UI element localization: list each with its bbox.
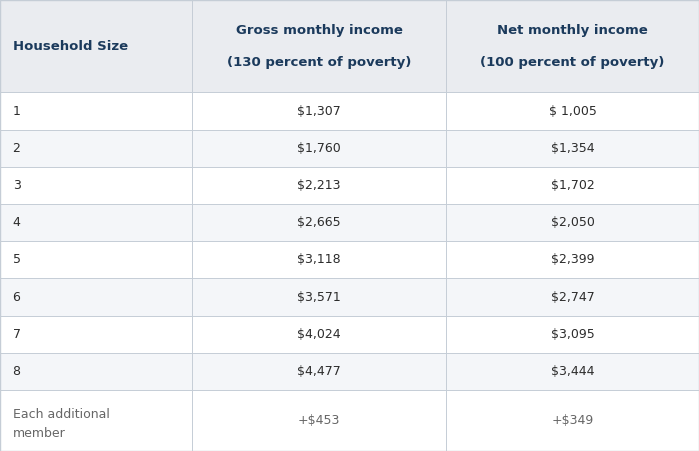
Text: (100 percent of poverty): (100 percent of poverty) xyxy=(480,56,665,69)
Bar xyxy=(0,353,699,390)
Text: $1,702: $1,702 xyxy=(551,179,594,192)
Text: $4,024: $4,024 xyxy=(297,328,341,341)
Text: $2,213: $2,213 xyxy=(297,179,341,192)
Text: $2,747: $2,747 xyxy=(551,290,594,304)
Text: 5: 5 xyxy=(13,253,20,267)
Text: 8: 8 xyxy=(13,365,20,378)
Text: Household Size: Household Size xyxy=(13,40,128,53)
Text: $4,477: $4,477 xyxy=(297,365,341,378)
Text: +$453: +$453 xyxy=(298,414,340,427)
Bar xyxy=(0,278,699,316)
Text: 6: 6 xyxy=(13,290,20,304)
Text: $3,571: $3,571 xyxy=(297,290,341,304)
Bar xyxy=(0,167,699,204)
Text: 3: 3 xyxy=(13,179,20,192)
Text: $2,399: $2,399 xyxy=(551,253,594,267)
Text: $3,118: $3,118 xyxy=(297,253,341,267)
Bar xyxy=(0,92,699,130)
Bar xyxy=(0,390,699,451)
Text: Net monthly income: Net monthly income xyxy=(497,24,648,37)
Text: 4: 4 xyxy=(13,216,20,229)
Bar xyxy=(0,316,699,353)
Text: Each additional
member: Each additional member xyxy=(13,409,110,440)
Text: 1: 1 xyxy=(13,105,20,118)
Text: $1,760: $1,760 xyxy=(297,142,341,155)
Text: Gross monthly income: Gross monthly income xyxy=(236,24,403,37)
Text: $3,095: $3,095 xyxy=(551,328,594,341)
Text: $1,307: $1,307 xyxy=(297,105,341,118)
Text: 2: 2 xyxy=(13,142,20,155)
Text: $3,444: $3,444 xyxy=(551,365,594,378)
Text: +$349: +$349 xyxy=(552,414,593,427)
Text: 7: 7 xyxy=(13,328,20,341)
Bar xyxy=(0,204,699,241)
Text: $2,665: $2,665 xyxy=(297,216,341,229)
Bar xyxy=(0,0,699,92)
Text: $ 1,005: $ 1,005 xyxy=(549,105,596,118)
Text: (130 percent of poverty): (130 percent of poverty) xyxy=(227,56,411,69)
Bar xyxy=(0,130,699,167)
Text: $2,050: $2,050 xyxy=(551,216,594,229)
Text: $1,354: $1,354 xyxy=(551,142,594,155)
Bar xyxy=(0,241,699,278)
